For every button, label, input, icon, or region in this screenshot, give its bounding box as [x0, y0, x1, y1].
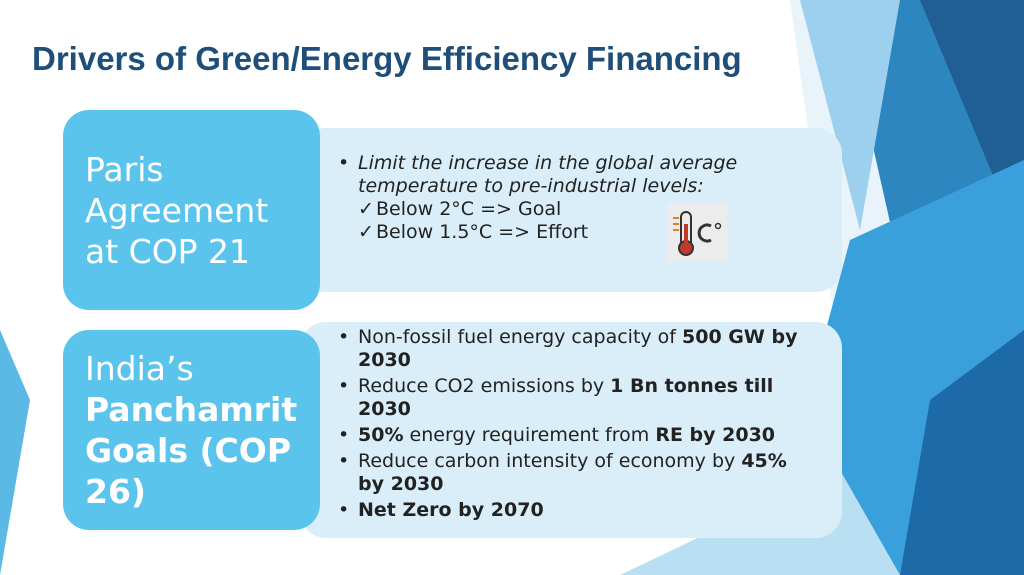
text-run: Limit the increase in the global average…: [358, 152, 738, 197]
block-label-box: Paris Agreement at COP 21: [63, 110, 320, 310]
bg-shape: [800, 0, 900, 230]
text-run: Non-fossil fuel energy capacity of: [358, 326, 683, 348]
block-content: Limit the increase in the global average…: [300, 128, 842, 292]
bullet: Non-fossil fuel energy capacity of 500 G…: [338, 326, 812, 372]
bullet: Limit the increase in the global average…: [338, 152, 812, 244]
check-list: Below 2°C => GoalBelow 1.5°C => Effort: [358, 198, 812, 244]
thermometer-icon: [667, 204, 727, 262]
slide-title: Drivers of Green/Energy Efficiency Finan…: [32, 40, 742, 77]
text-run: Reduce CO2 emissions by: [358, 375, 611, 397]
block-label-box: India’s Panchamrit Goals (COP 26): [63, 330, 320, 530]
text-run: 45% by 2030: [358, 450, 787, 495]
bullet: Net Zero by 2070: [338, 499, 812, 522]
text-run: India’s: [85, 349, 194, 388]
bullet: 50% energy requirement from RE by 2030: [338, 424, 812, 447]
bullet: Reduce carbon intensity of economy by 45…: [338, 450, 812, 496]
text-run: Panchamrit Goals (COP 26): [85, 390, 298, 511]
block-label: India’s Panchamrit Goals (COP 26): [85, 348, 298, 512]
text-run: Paris Agreement at COP 21: [85, 149, 269, 271]
bg-shape: [900, 330, 1024, 575]
text-run: 50%: [358, 424, 404, 446]
check-item: Below 2°C => Goal: [358, 198, 812, 221]
text-run: 500 GW by 2030: [358, 326, 798, 371]
text-run: RE by 2030: [655, 424, 776, 446]
bg-shape: [0, 330, 30, 575]
bullet-list: Non-fossil fuel energy capacity of 500 G…: [338, 326, 812, 522]
bullet: Reduce CO2 emissions by 1 Bn tonnes till…: [338, 375, 812, 421]
bullet-list: Limit the increase in the global average…: [338, 152, 812, 244]
text-run: energy requirement from: [403, 424, 656, 446]
block-label: Paris Agreement at COP 21: [85, 149, 298, 272]
text-run: Net Zero by 2070: [358, 499, 544, 521]
block-content: Non-fossil fuel energy capacity of 500 G…: [300, 322, 842, 538]
check-item: Below 1.5°C => Effort: [358, 221, 812, 244]
text-run: Reduce carbon intensity of economy by: [358, 450, 742, 472]
text-run: 1 Bn tonnes till 2030: [358, 375, 774, 420]
